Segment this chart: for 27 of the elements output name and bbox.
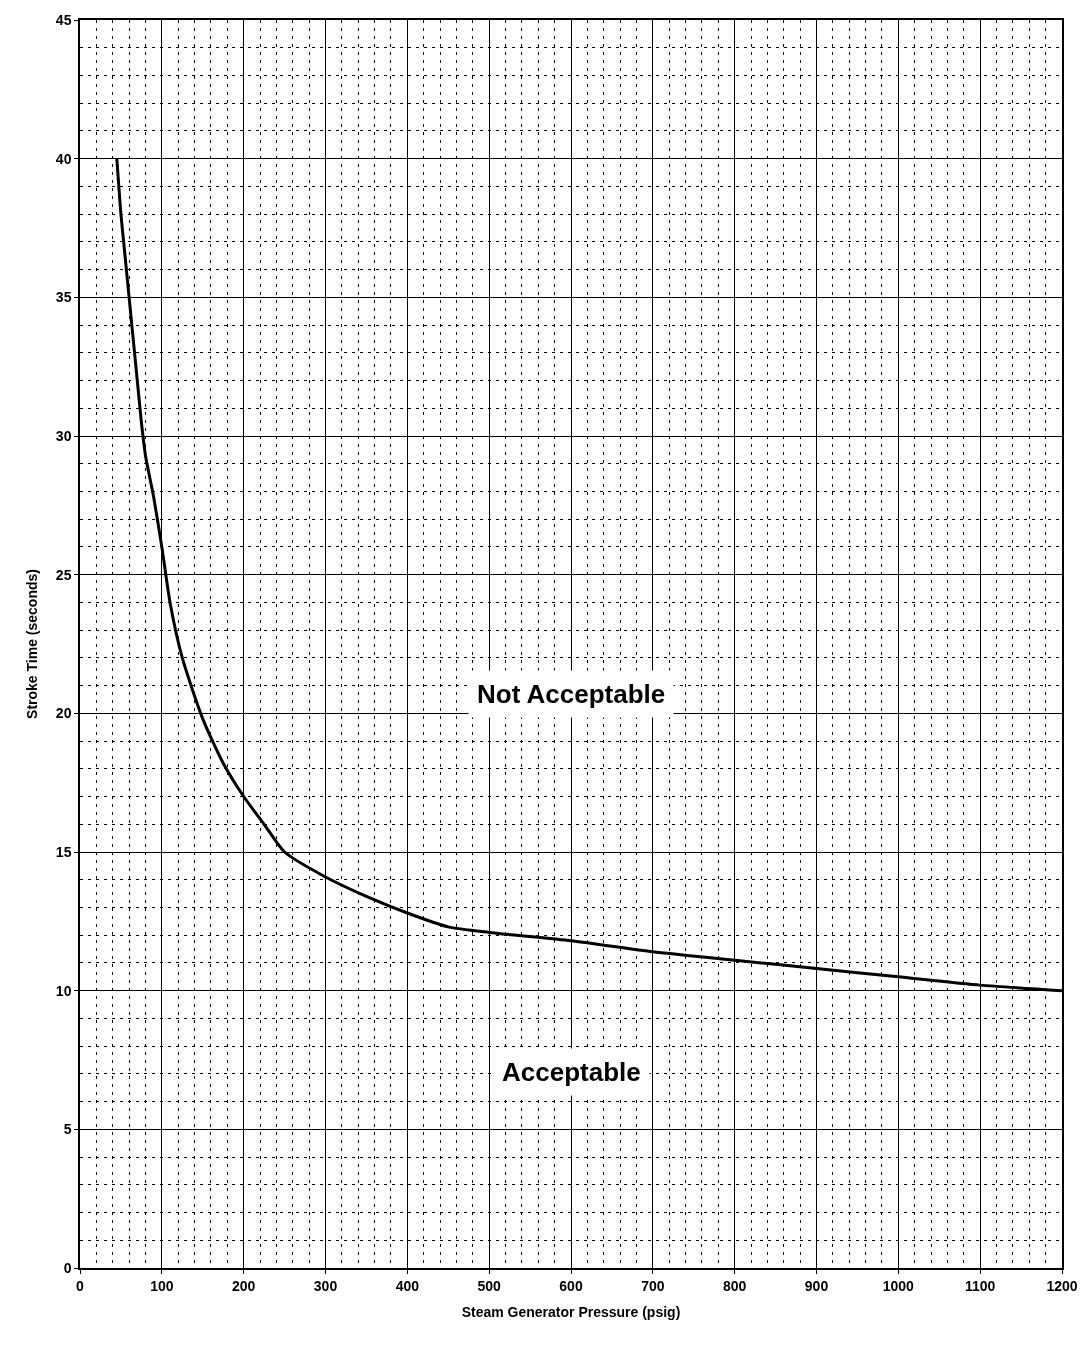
annotation: Not Acceptable: [477, 679, 666, 709]
x-tick-label: 1200: [1046, 1277, 1078, 1294]
y-tick-label: 45: [55, 11, 72, 28]
y-tick-label: 30: [55, 427, 72, 444]
x-tick-label: 500: [477, 1277, 502, 1294]
x-tick-label: 800: [722, 1277, 747, 1294]
y-tick-label: 10: [55, 982, 72, 999]
y-tick-label: 35: [55, 289, 72, 306]
x-axis-title: Steam Generator Pressure (psig): [461, 1304, 681, 1321]
x-tick-label: 1100: [964, 1277, 996, 1294]
x-tick-label: 900: [804, 1277, 829, 1294]
y-tick-label: 15: [55, 843, 72, 860]
y-axis-title: Stroke Time (seconds): [23, 569, 40, 719]
x-tick-label: 0: [76, 1277, 85, 1294]
x-tick-label: 1000: [882, 1277, 915, 1294]
y-tick-label: 40: [55, 150, 72, 167]
x-tick-label: 300: [313, 1277, 338, 1294]
x-tick-label: 100: [150, 1277, 174, 1294]
y-tick-label: 25: [55, 566, 72, 583]
x-tick-label: 700: [641, 1277, 665, 1294]
x-tick-label: 600: [559, 1277, 583, 1294]
x-tick-label: 200: [231, 1277, 256, 1294]
y-tick-label: 20: [55, 705, 72, 722]
y-tick-label: 0: [63, 1259, 72, 1276]
x-tick-label: 400: [395, 1277, 420, 1294]
y-tick-label: 5: [63, 1121, 72, 1138]
annotation: Acceptable: [502, 1057, 641, 1087]
